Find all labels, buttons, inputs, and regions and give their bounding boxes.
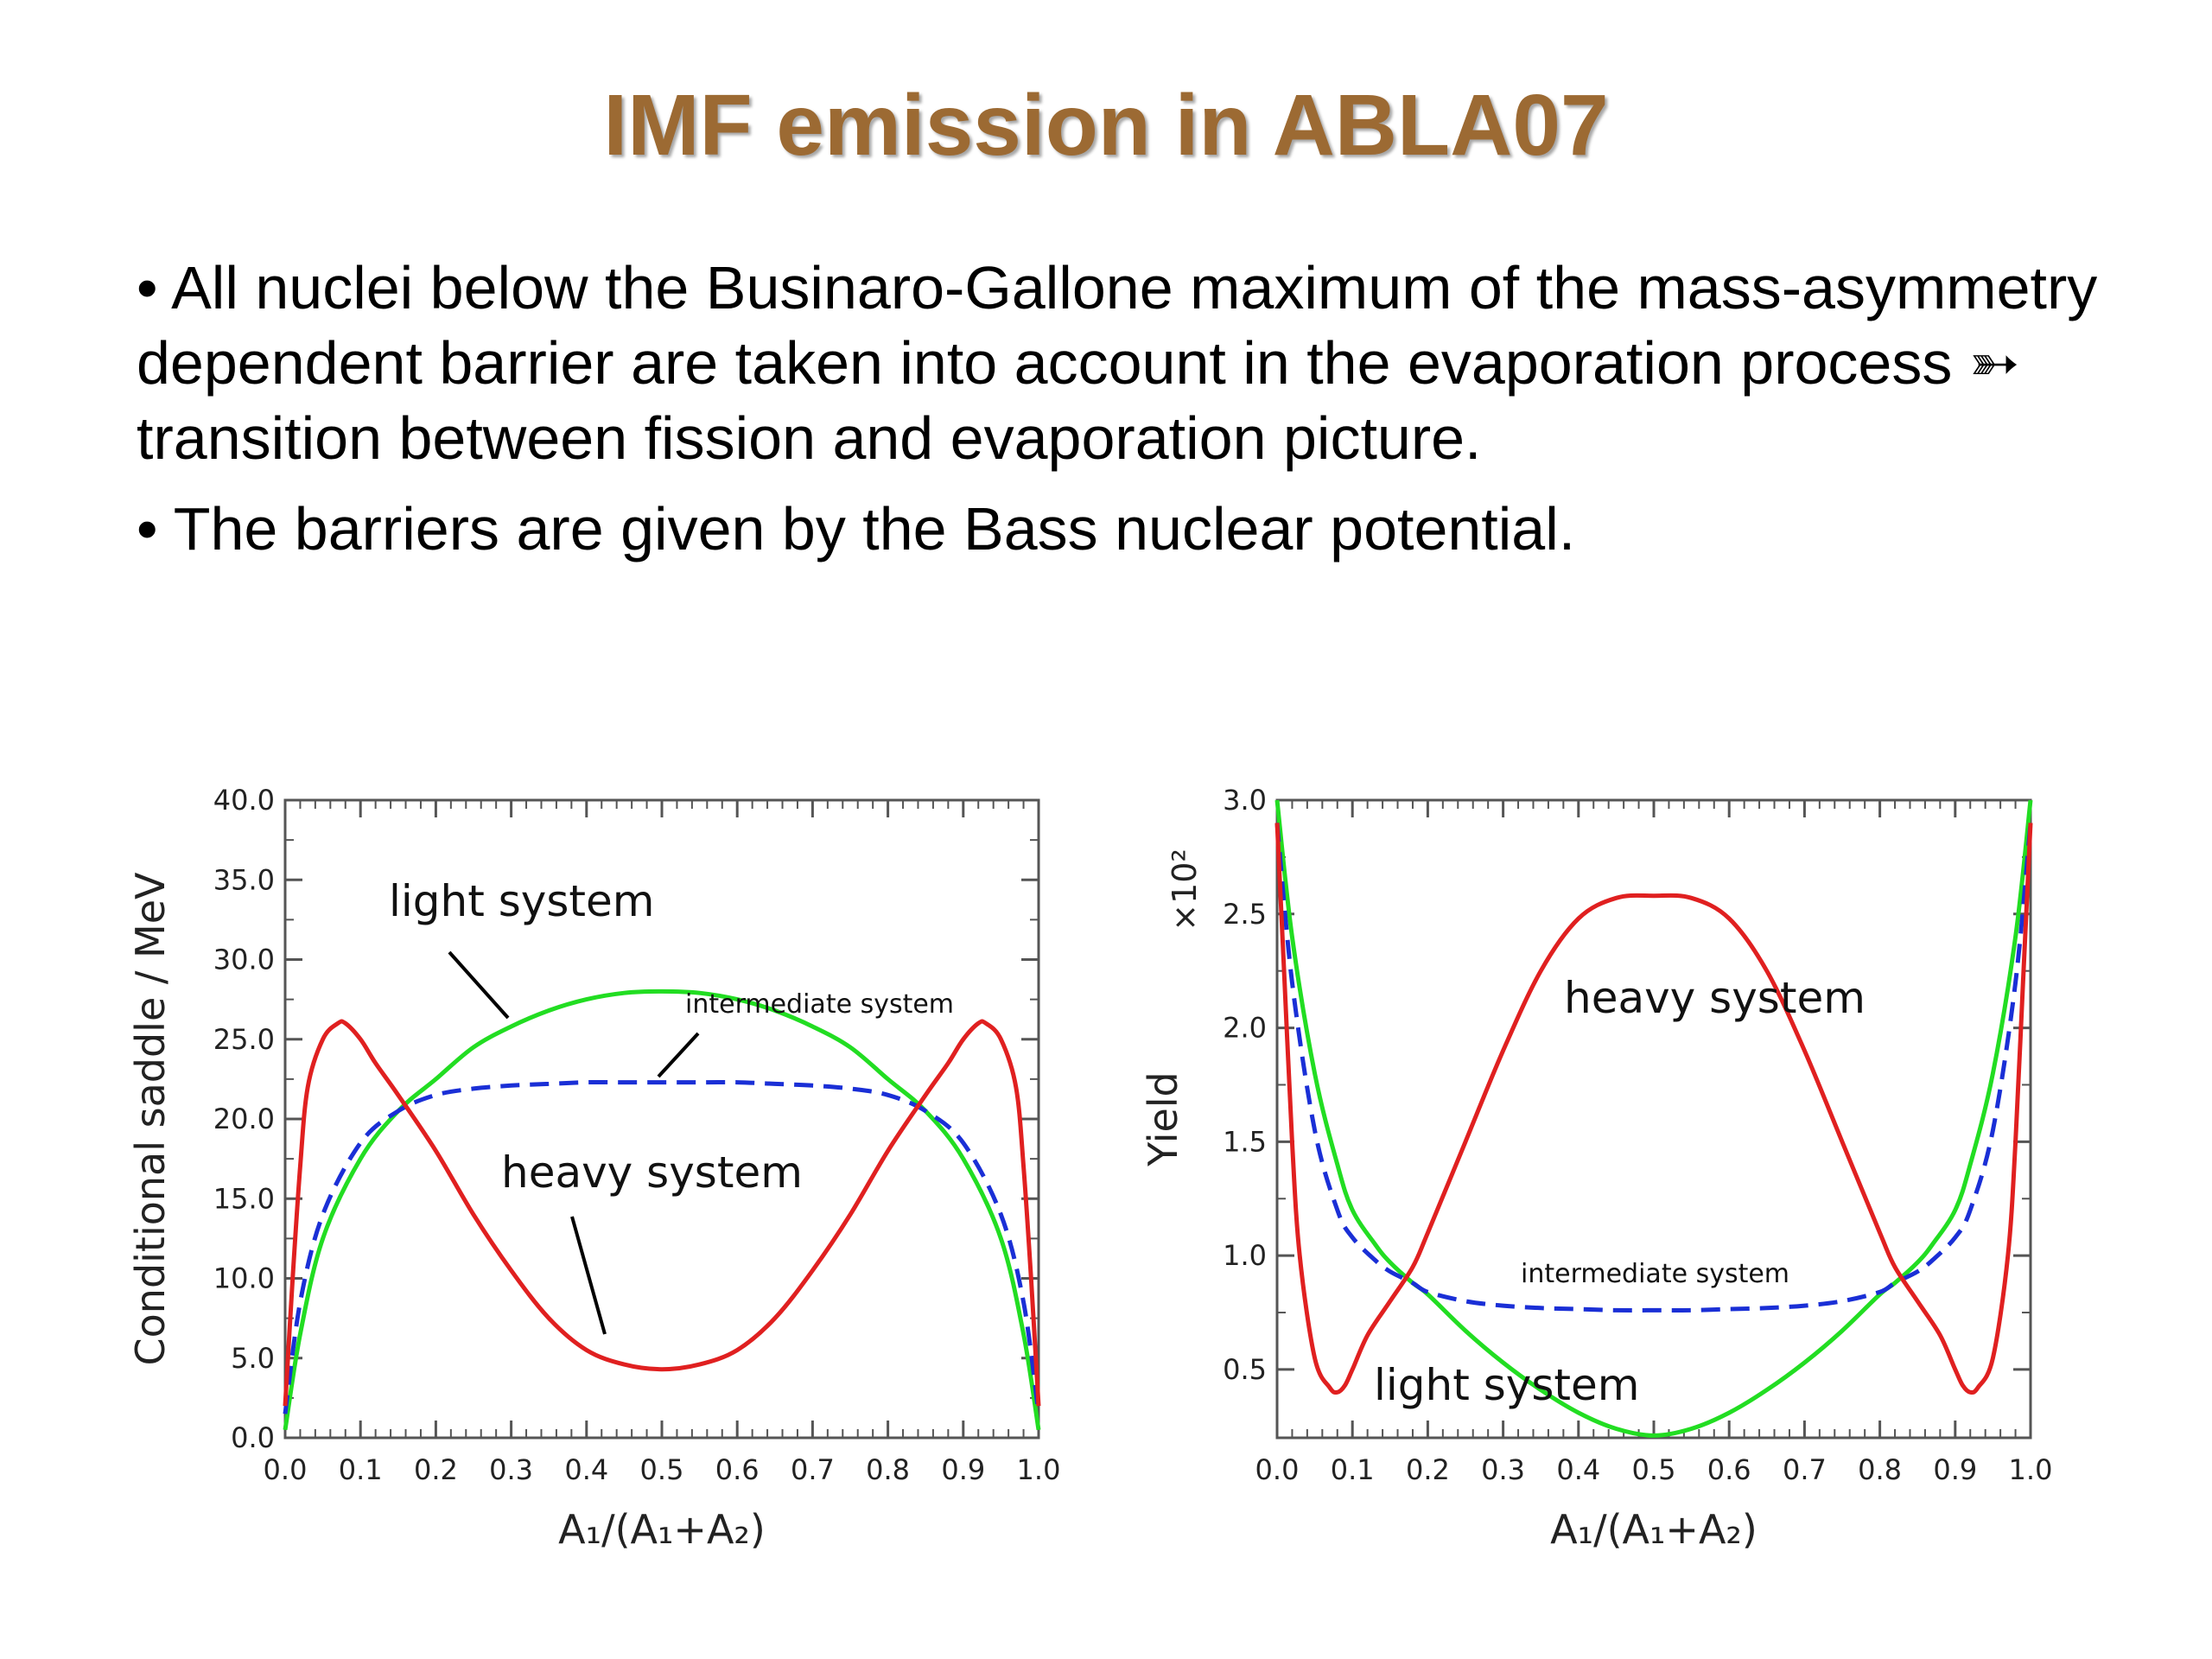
annotation-intermediate-system: intermediate system	[1521, 1259, 1789, 1289]
yield-chart: 0.0 0.1 0.2 0.3 0.4 0.5 0.6 0.7 0.8 0.9 1.0 0.5 1.0 1…	[1123, 760, 2100, 1573]
y-tick-label: 5.0	[231, 1342, 275, 1375]
series-light-system-line	[1274, 799, 2033, 1438]
annotation-leader-line	[448, 950, 510, 1020]
annotation-light-system: light system	[1374, 1360, 1639, 1410]
bullet-list: • All nuclei below the Businaro-Gallone …	[137, 251, 2107, 582]
y-tick-label: 2.5	[1223, 898, 1267, 931]
y-tick-label: 2.0	[1223, 1012, 1267, 1045]
x-tick-label: 0.1	[1331, 1453, 1375, 1486]
x-tick-label: 0.8	[1858, 1453, 1902, 1486]
plot-frame	[1275, 798, 2032, 1440]
yield-chart-svg: 0.0 0.1 0.2 0.3 0.4 0.5 0.6 0.7 0.8 0.9 1.0 0.5 1.0 1…	[1140, 784, 2053, 1553]
y-tick-label: 15.0	[213, 1182, 275, 1215]
saddle-chart: 0.0 0.1 0.2 0.3 0.4 0.5 0.6 0.7 0.8 0.9 1.0 0.0 5.0 1…	[130, 760, 1106, 1573]
x-tick-label: 0.2	[414, 1453, 458, 1486]
annotation-light-system: light system	[389, 876, 654, 926]
y-tick-label: 0.5	[1223, 1353, 1267, 1386]
annotation-heavy-system: heavy system	[501, 1147, 803, 1198]
x-tick-label: 0.4	[1556, 1453, 1600, 1486]
bullet-item: • All nuclei below the Businaro-Gallone …	[137, 254, 2098, 472]
annotation-intermediate-system: intermediate system	[685, 989, 954, 1020]
saddle-chart-svg: 0.0 0.1 0.2 0.3 0.4 0.5 0.6 0.7 0.8 0.9 1.0 0.0 5.0 1…	[130, 784, 1061, 1553]
x-tick-label: 0.4	[564, 1453, 608, 1486]
y-axis-label: Yield	[1140, 1071, 1186, 1167]
x-tick-label: 0.5	[1632, 1453, 1676, 1486]
y-axis-label: Conditional saddle / MeV	[130, 872, 174, 1365]
x-tick-label: 0.9	[1933, 1453, 1977, 1486]
y-tick-label: 30.0	[213, 944, 275, 976]
x-tick-label: 0.0	[1255, 1453, 1300, 1486]
x-tick-label: 0.7	[1783, 1453, 1827, 1486]
x-tick-label: 0.3	[1481, 1453, 1525, 1486]
slide-title: IMF emission in ABLA07	[603, 77, 1609, 174]
x-tick-label: 0.1	[339, 1453, 383, 1486]
y-tick-label: 0.0	[231, 1421, 275, 1454]
y-tick-label: 10.0	[213, 1262, 275, 1295]
series-intermediate-system-line	[283, 1079, 1041, 1414]
x-tick-label: 0.7	[791, 1453, 835, 1486]
plot-frame	[283, 798, 1040, 1440]
x-tick-label: 0.0	[264, 1453, 308, 1486]
annotation-leader-line	[657, 1032, 700, 1078]
x-tick-label: 0.5	[640, 1453, 684, 1486]
x-tick-label: 1.0	[2009, 1453, 2053, 1486]
y-tick-label: 1.0	[1223, 1239, 1267, 1272]
y-tick-label: 20.0	[213, 1103, 275, 1135]
series-light-system-line	[283, 988, 1041, 1431]
x-tick-label: 0.6	[1707, 1453, 1751, 1486]
x-tick-label: 0.2	[1406, 1453, 1450, 1486]
y-scale-label: ×10²	[1166, 849, 1204, 931]
y-tick-label: 1.5	[1223, 1125, 1267, 1158]
x-axis-label: A₁/(A₁+A₂)	[1550, 1506, 1758, 1553]
x-axis-label: A₁/(A₁+A₂)	[558, 1506, 766, 1553]
annotation-heavy-system: heavy system	[1564, 973, 1866, 1023]
x-tick-label: 0.6	[715, 1453, 760, 1486]
x-tick-label: 0.9	[941, 1453, 985, 1486]
x-tick-label: 1.0	[1017, 1453, 1061, 1486]
y-tick-label: 3.0	[1223, 784, 1267, 817]
series-heavy-system-line	[1274, 823, 2033, 1395]
series-heavy-system-line	[283, 1019, 1041, 1407]
series-intermediate-system-line	[1274, 823, 2033, 1313]
y-tick-label: 40.0	[213, 784, 275, 817]
annotation-leader-line	[570, 1216, 607, 1335]
bullet-item: • The barriers are given by the Bass nuc…	[137, 495, 1576, 563]
y-tick-label: 25.0	[213, 1023, 275, 1056]
x-tick-label: 0.3	[489, 1453, 533, 1486]
x-tick-label: 0.8	[866, 1453, 910, 1486]
y-tick-label: 35.0	[213, 863, 275, 896]
